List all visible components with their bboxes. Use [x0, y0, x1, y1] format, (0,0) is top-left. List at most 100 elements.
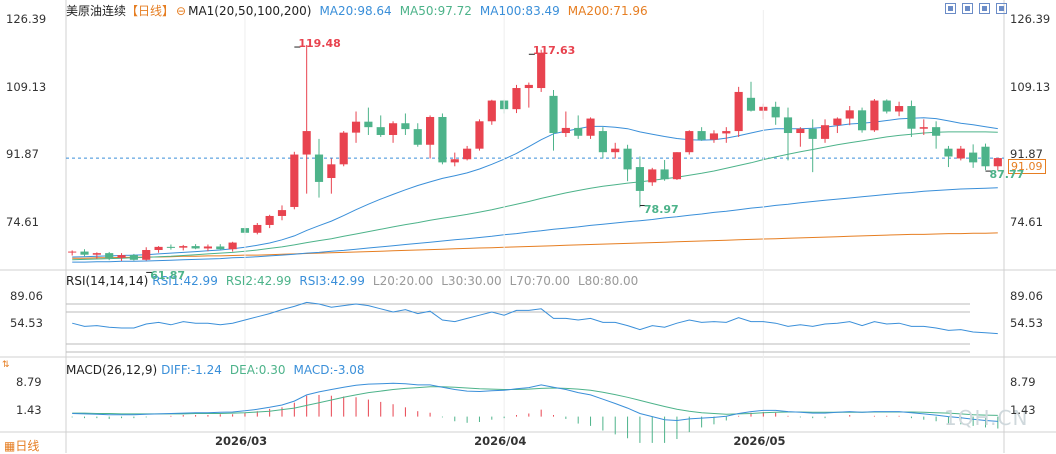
candle-body: [463, 148, 472, 160]
y-tick-label: 74.61: [6, 214, 39, 229]
candle-body: [993, 158, 1002, 167]
macd-legend: MACD(26,12,9) DIFF:-1.24 DEA:0.30 MACD:-3.0…: [66, 363, 373, 377]
candle-body: [672, 152, 682, 180]
candle-body: [68, 251, 77, 253]
candle-body: [870, 100, 879, 131]
candle-body: [129, 255, 138, 260]
macd-tick-label: 8.79: [16, 374, 42, 389]
candle-body: [796, 128, 805, 134]
candle-body: [685, 131, 694, 153]
ma-label: MA1(20,50,100,200): [188, 4, 312, 18]
watermark: 1QH.CN: [944, 406, 1029, 430]
zoom-out-icon[interactable]: [962, 3, 973, 14]
price-annotation: 78.97: [643, 202, 679, 216]
candle-body: [907, 106, 916, 129]
y-tick-label-right: 91.87: [1010, 147, 1043, 162]
symbol-name: 美原油连续: [66, 4, 127, 18]
l20-value: L20:20.00: [372, 274, 434, 288]
candle-body: [574, 127, 583, 136]
period-tag[interactable]: 【日线】: [126, 4, 175, 18]
candle-body: [524, 84, 533, 89]
candle-body: [487, 100, 496, 122]
ma20-line: [72, 117, 998, 258]
candle-body: [351, 121, 361, 133]
y-tick-label-right: 109.13: [1010, 79, 1051, 94]
candle-body: [80, 251, 89, 255]
period-button[interactable]: ▦日线: [4, 437, 39, 454]
candle-body: [105, 253, 114, 258]
candle-body: [944, 148, 953, 157]
candle-body: [808, 128, 817, 139]
candle-body: [709, 133, 719, 140]
candle-body: [820, 125, 830, 139]
candle-body: [746, 97, 756, 111]
period-button-label: 日线: [15, 439, 40, 453]
diff-line: [72, 382, 998, 422]
candle-body: [783, 117, 793, 134]
candle-body: [919, 127, 928, 129]
y-tick-label-right: 74.61: [1010, 214, 1043, 229]
x-tick-label: 2026/05: [733, 434, 786, 448]
x-tick-label: 2026/04: [474, 434, 527, 448]
dea-value: DEA:0.30: [229, 363, 286, 377]
dea-line: [72, 386, 998, 416]
candle-body: [166, 246, 175, 248]
rsi-label: RSI(14,14,14): [66, 274, 149, 288]
candle-body: [882, 100, 891, 112]
candle-body: [598, 131, 607, 153]
main-legend: 美原油连续【日线】 ⊖ MA1(20,50,100,200) MA20:98.64 MA…: [66, 2, 656, 19]
ma100-value: MA100:83.49: [479, 4, 560, 18]
candle-body: [722, 131, 731, 134]
rsi-tick-label: 89.06: [10, 288, 43, 303]
candle-body: [611, 148, 620, 153]
candle-body: [364, 121, 373, 128]
macd-tick-label-right: 8.79: [1010, 374, 1036, 389]
l80-value: L80:80.00: [577, 274, 639, 288]
scroll-right-icon[interactable]: [996, 3, 1007, 14]
candle-body: [450, 159, 459, 163]
zoom-in-icon[interactable]: [945, 3, 956, 14]
ma200-value: MA200:71.96: [567, 4, 648, 18]
candle-body: [956, 148, 965, 159]
price-annotation: 61.87: [150, 269, 186, 283]
candle-body: [857, 110, 867, 131]
ma50-value: MA50:97.72: [399, 4, 472, 18]
collapse-icon[interactable]: ⇅: [2, 360, 10, 370]
candle-body: [512, 88, 521, 110]
y-tick-label-right: 126.39: [1010, 12, 1051, 26]
price-annotation: 119.48: [298, 37, 341, 51]
settings-icon[interactable]: ⊖: [176, 4, 187, 18]
candle-body: [426, 116, 435, 145]
candle-body: [388, 123, 398, 135]
rsi-tick-label-right: 89.06: [1010, 288, 1043, 303]
macd-value: MACD:-3.08: [293, 363, 365, 377]
candle-body: [277, 210, 287, 216]
candle-body: [438, 116, 447, 163]
candle-body: [413, 129, 422, 145]
candle-body: [327, 164, 336, 179]
candle-body: [648, 169, 657, 183]
rsi-legend: RSI(14,14,14) RSI1:42.99 RSI2:42.99 RSI3:42…: [66, 274, 646, 288]
candle-body: [969, 152, 978, 163]
l70-value: L70:70.00: [509, 274, 570, 288]
rsi-tick-label: 54.53: [10, 316, 43, 331]
macd-tick-label: 1.43: [16, 403, 42, 418]
candle-body: [734, 91, 743, 132]
calendar-icon: ▦: [4, 439, 16, 453]
rsi3-value: RSI3:42.99: [299, 274, 365, 288]
l30-value: L30:30.00: [441, 274, 502, 288]
y-tick-label: 91.87: [6, 147, 39, 162]
candle-body: [92, 253, 101, 255]
x-tick-label: 2026/03: [214, 434, 268, 448]
scroll-left-icon[interactable]: [979, 3, 990, 14]
candle-body: [660, 169, 669, 180]
candle-body: [561, 127, 570, 134]
macd-tick-label-right: 1.43: [1010, 403, 1036, 418]
candle-body: [475, 121, 484, 149]
candle-body: [117, 255, 126, 258]
candle-body: [265, 215, 274, 225]
ma100-line: [72, 187, 998, 263]
candle-body: [191, 246, 200, 249]
macd-label: MACD(26,12,9): [66, 363, 158, 377]
candle-body: [833, 118, 842, 126]
